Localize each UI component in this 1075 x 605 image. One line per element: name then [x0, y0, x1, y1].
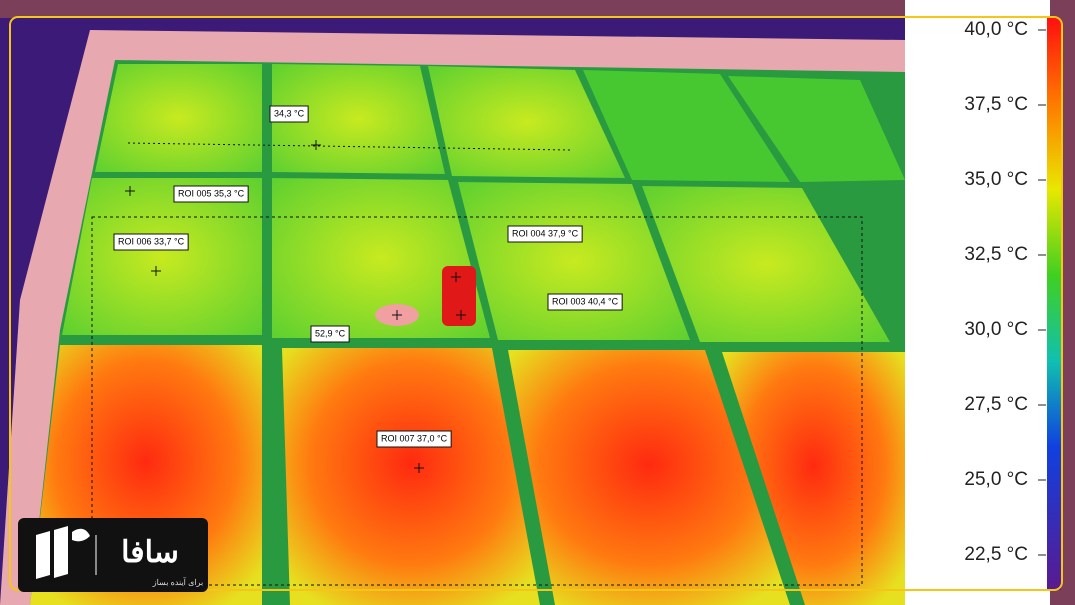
roi-box: [173, 185, 249, 203]
roi-label: 34,3 °C: [274, 108, 305, 118]
area-roi: [91, 216, 863, 586]
roi-label: ROI 006 33,7 °C: [118, 236, 185, 246]
crosshairs: [125, 140, 466, 473]
roi-box: [310, 325, 350, 343]
scale-label: 40,0 °C: [964, 19, 1028, 40]
scale-label: 35,0 °C: [964, 169, 1028, 190]
roi-label: ROI 003 40,4 °C: [552, 296, 619, 306]
roi-box: [376, 430, 452, 448]
logo-tagline: برای آینده بساز: [152, 577, 204, 587]
roi-label: ROI 005 35,3 °C: [178, 188, 245, 198]
line-roi: [127, 142, 571, 151]
scale-label: 37,5 °C: [964, 94, 1028, 115]
roi-box: [547, 293, 623, 311]
roi-box: [269, 105, 309, 123]
roi-labels: 34,3 °C ROI 005 35,3 °C ROI 006 33,7 °C ROI…: [113, 105, 623, 448]
roi-label: ROI 004 37,9 °C: [512, 228, 579, 238]
roi-label: ROI 007 37,0 °C: [381, 433, 448, 443]
scale-label: 27,5 °C: [964, 394, 1028, 415]
scale-label: 25,0 °C: [964, 469, 1028, 490]
logo-icon: [36, 526, 90, 579]
logo: سافا برای آینده بساز: [18, 518, 208, 592]
scale-label: 22,5 °C: [964, 544, 1028, 565]
scale-labels: 40,0 °C 37,5 °C 35,0 °C 32,5 °C 30,0 °C 27,5 …: [964, 19, 1046, 565]
color-bar: [1047, 18, 1061, 590]
frame: [9, 16, 1063, 591]
logo-name: سافا: [121, 536, 179, 569]
roi-box: [507, 225, 583, 243]
scale-label: 32,5 °C: [964, 244, 1028, 265]
roi-label: 52,9 °C: [315, 328, 346, 338]
roi-box: [113, 233, 189, 251]
scale-label: 30,0 °C: [964, 319, 1028, 340]
scale-panel: [905, 0, 1050, 605]
